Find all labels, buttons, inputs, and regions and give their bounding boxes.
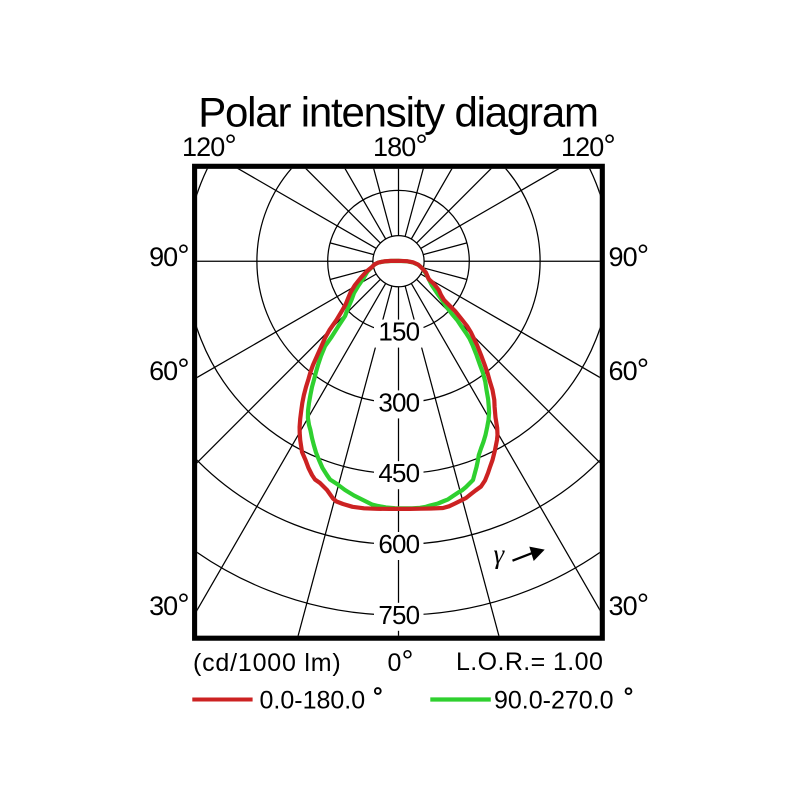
svg-text:0°: 0° [388,645,414,678]
svg-text:60°: 60° [609,352,649,387]
svg-text:90.0-270.0: 90.0-270.0 [494,687,614,715]
svg-text:60°: 60° [149,352,189,387]
svg-text:Polar intensity diagram: Polar intensity diagram [198,89,598,136]
svg-text:γ: γ [494,539,506,569]
svg-text:(cd/1000 lm): (cd/1000 lm) [193,649,342,677]
svg-text:0.0-180.0: 0.0-180.0 [260,687,366,715]
svg-text:30°: 30° [609,587,649,622]
svg-text:150: 150 [378,317,419,347]
svg-text:600: 600 [378,529,419,559]
svg-text:120°: 120° [182,128,236,163]
svg-text:450: 450 [378,458,419,488]
svg-text:300: 300 [378,387,419,417]
svg-text:90°: 90° [609,238,649,273]
svg-text:90°: 90° [149,238,189,273]
svg-text:750: 750 [378,600,419,630]
svg-text:L.O.R.= 1.00: L.O.R.= 1.00 [456,648,603,676]
svg-text:120°: 120° [561,128,615,163]
svg-text:30°: 30° [149,587,189,622]
svg-text:180°: 180° [373,128,427,163]
